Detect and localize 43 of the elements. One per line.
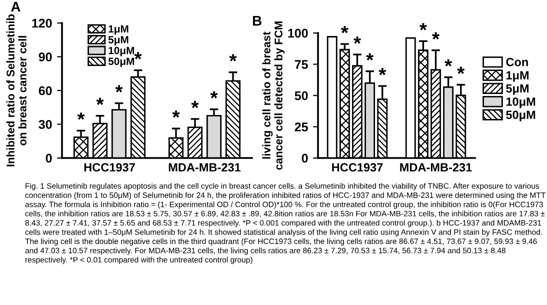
y-tick-label: 0 (46, 154, 52, 163)
data-label: * (432, 32, 440, 40)
data-label: * (444, 59, 452, 66)
y-tick-label: 100 (288, 28, 308, 38)
data-label: * (115, 85, 123, 92)
legend-label: 1μM (506, 71, 529, 82)
y-tick-label: 0 (302, 154, 308, 163)
legend-label: 50μM (108, 58, 134, 68)
chart-title: B (252, 16, 262, 26)
x-tick-label: HCC1937 (84, 163, 135, 172)
legend-label: 10μM (108, 46, 134, 56)
chart-title: A (11, 2, 20, 12)
data-label: * (210, 91, 218, 98)
x-tick-label: MDA-MB-231 (168, 163, 241, 172)
y-axis-title: Inhibited ratio of Selumetinib on breast cancer cell (6, 14, 26, 166)
data-label: * (419, 23, 427, 30)
data-label: * (191, 100, 199, 108)
y-tick-label: 60 (38, 86, 52, 96)
y-tick-label: 25 (294, 122, 308, 132)
data-label: * (366, 53, 374, 60)
data-label: * (340, 26, 348, 34)
y-tick-label: 30 (38, 120, 52, 129)
legend-label: 10μM (506, 97, 536, 108)
data-label: * (378, 68, 386, 76)
data-label: * (134, 52, 142, 60)
data-label: * (229, 54, 237, 62)
y-tick-label: 50 (294, 91, 308, 100)
legend-label: 5μM (108, 36, 128, 46)
data-label: * (172, 110, 180, 118)
data-label: * (354, 36, 362, 44)
y-tick-label: 120 (32, 18, 52, 28)
data-label: * (77, 112, 85, 120)
legend-label: Con (506, 58, 528, 66)
y-axis-title: living cell ratio of breast cancer cell detected by FCM (262, 22, 285, 170)
legend-label: 5μM (506, 84, 529, 95)
x-tick-label: HCC1937 (332, 163, 383, 172)
legend-label: 50μM (506, 110, 536, 122)
x-tick-label: MDA-MB-231 (400, 163, 472, 172)
legend-label: 1μM (108, 25, 128, 35)
y-tick-label: 90 (38, 52, 52, 62)
data-label: * (457, 66, 465, 74)
data-label: * (96, 98, 104, 105)
y-tick-label: 75 (294, 60, 308, 69)
